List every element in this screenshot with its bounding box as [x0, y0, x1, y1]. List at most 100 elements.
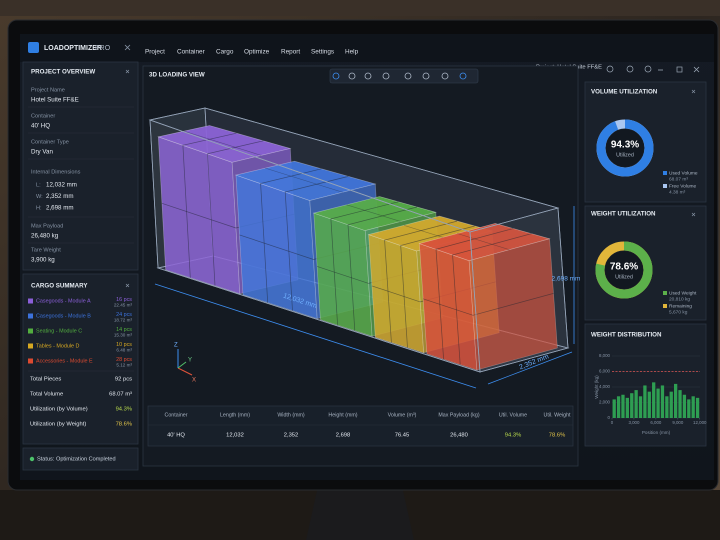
- dimension-line: [487, 351, 573, 385]
- toolbar-icon[interactable]: [422, 72, 430, 80]
- toolbar-icon[interactable]: [441, 72, 449, 80]
- maximize-button[interactable]: [676, 66, 683, 73]
- status-panel: [22, 447, 139, 471]
- total-label: Total Volume: [30, 392, 63, 398]
- toolbar-icon[interactable]: [364, 72, 372, 80]
- donut-caption: Utilized: [615, 274, 633, 280]
- cargo-name: Casegoods - Module B: [36, 313, 91, 319]
- toolbar-icon[interactable]: [606, 65, 614, 73]
- axis-label: X: [192, 378, 196, 384]
- cargo-pieces: 16 pcs: [116, 297, 132, 303]
- legend-value: 20,810 kg: [669, 296, 690, 302]
- cargo-name: Accessories - Module E: [36, 358, 93, 364]
- cargo-swatch: [28, 313, 33, 319]
- menu-item[interactable]: Container: [177, 49, 206, 56]
- cargo-volume: 22.45 m³: [114, 303, 133, 308]
- crate-edge: [422, 293, 554, 316]
- legend-swatch: [663, 304, 667, 308]
- total-value: 78.6%: [116, 422, 132, 428]
- cargo-swatch: [28, 298, 33, 304]
- cargo-swatch: [28, 343, 33, 349]
- axis-x: [177, 367, 193, 376]
- bar: [634, 390, 638, 418]
- field-label: Max Payload: [31, 223, 63, 229]
- cargo-pieces: 28 pcs: [116, 357, 132, 363]
- x-tick-label: 9,000: [672, 420, 684, 425]
- toolbar-icon[interactable]: [332, 72, 340, 80]
- total-value: 92 pcs: [115, 377, 132, 383]
- toolbar-icon[interactable]: [626, 65, 634, 73]
- close-button[interactable]: [693, 66, 700, 73]
- bar: [669, 391, 673, 418]
- axis-y: [177, 361, 187, 369]
- toolbar-icon[interactable]: [459, 72, 467, 80]
- axis-label: Z: [174, 343, 178, 349]
- table-cell: 2,698: [336, 433, 351, 439]
- cargo-panel: [22, 273, 139, 445]
- toolbar-icon[interactable]: [382, 72, 390, 80]
- bar: [643, 385, 647, 418]
- toolbar-icon[interactable]: [348, 72, 356, 80]
- crate-edge: [207, 140, 264, 286]
- donut-arc: [596, 119, 654, 177]
- x-tick-label: 0: [611, 420, 614, 425]
- legend-swatch: [663, 184, 667, 188]
- app-logo: [28, 42, 39, 53]
- close-button[interactable]: [691, 89, 696, 94]
- cargo-volume: 5.12 m³: [116, 363, 132, 368]
- toolbar-icon[interactable]: [404, 72, 412, 80]
- cargo-name: Tables - Module D: [36, 343, 80, 349]
- height-label: 2,698 mm: [552, 276, 581, 283]
- dimension-axis: W:: [36, 194, 43, 200]
- close-button[interactable]: [125, 69, 130, 74]
- bar: [660, 385, 665, 418]
- donut-arc: [595, 241, 653, 299]
- menu-item[interactable]: Settings: [311, 49, 334, 56]
- menu-item[interactable]: Project: [145, 49, 165, 56]
- cargo-pieces: 24 pcs: [116, 312, 132, 318]
- cargo-pieces: 10 pcs: [116, 342, 132, 348]
- menu-item[interactable]: Help: [345, 49, 359, 56]
- field-label: Container Type: [31, 139, 69, 145]
- toolbar-icon[interactable]: [644, 65, 652, 73]
- bar: [621, 394, 625, 418]
- close-button[interactable]: [125, 283, 130, 288]
- dimension-axis: H:: [36, 205, 42, 211]
- close-button[interactable]: [691, 212, 696, 217]
- field-label: Container: [31, 113, 55, 119]
- field-value: Hotel Suite FF&E: [31, 97, 79, 104]
- y-tick-label: 2,000: [599, 400, 611, 405]
- bar: [687, 399, 691, 418]
- total-label: Utilization (by Weight): [30, 422, 86, 428]
- bar: [612, 399, 616, 418]
- dimension-value: 12,032 mm: [46, 182, 77, 189]
- field-value: 26,480 kg: [31, 233, 59, 240]
- distribution-panel: [584, 323, 707, 447]
- crate-edge: [284, 176, 349, 311]
- table-cell: 76.45: [395, 433, 410, 439]
- y-tick-label: 8,000: [599, 353, 611, 358]
- x-axis-label: Position (mm): [642, 430, 671, 435]
- menu-item[interactable]: Optimize: [244, 49, 270, 56]
- menu-item[interactable]: Report: [281, 49, 300, 56]
- panel-title: CARGO SUMMARY: [31, 283, 88, 290]
- donut-value: 78.6%: [610, 262, 638, 273]
- bar: [638, 396, 643, 418]
- legend-value: 4.38 m³: [669, 189, 686, 195]
- total-label: Utilization (by Volume): [30, 407, 88, 413]
- cargo-volume: 18.72 m³: [114, 318, 133, 323]
- axis-label: Y: [188, 358, 192, 364]
- bar: [625, 397, 630, 418]
- legend-label: Free Volume: [669, 183, 697, 189]
- total-value: 94.3%: [116, 407, 132, 413]
- container-right-end: [469, 207, 569, 373]
- menu-item[interactable]: Cargo: [216, 49, 234, 56]
- x-tick-label: 12,000: [693, 420, 707, 425]
- crate-edge: [384, 220, 458, 343]
- app-edition: PRO: [95, 45, 111, 52]
- overview-panel: [22, 61, 139, 271]
- close-button[interactable]: [124, 44, 131, 51]
- container-roof: [148, 107, 560, 233]
- crate-edge: [182, 132, 237, 278]
